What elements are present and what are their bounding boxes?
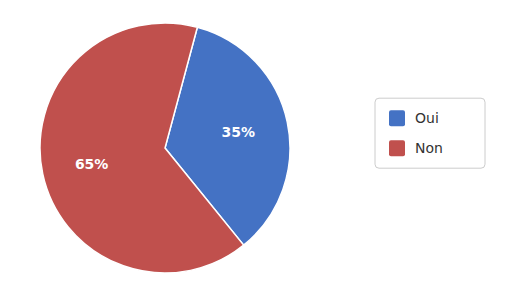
legend: Oui Non — [375, 98, 485, 168]
data-label: 35% — [222, 124, 256, 140]
data-labels: 35% 65% — [75, 124, 255, 171]
pie-slice — [40, 23, 244, 273]
legend-frame — [375, 98, 485, 168]
data-label: 65% — [75, 156, 109, 172]
legend-label: Oui — [415, 110, 439, 126]
chart: 35% 65% Oui Non — [0, 0, 515, 296]
slices — [40, 23, 290, 273]
legend-swatch — [389, 110, 405, 126]
legend-label: Non — [415, 140, 443, 156]
chart-container: 35% 65% Oui Non — [0, 0, 515, 296]
legend-swatch — [389, 140, 405, 156]
